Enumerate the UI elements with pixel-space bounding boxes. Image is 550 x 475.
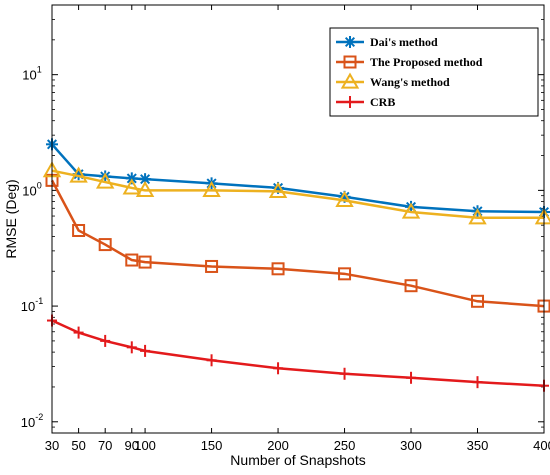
- asterisk-marker-stroke: [73, 169, 84, 180]
- square-marker: [72, 223, 86, 237]
- data-point: [338, 267, 352, 281]
- x-tick-label: 90: [125, 438, 139, 453]
- triangle-marker: [468, 208, 487, 225]
- data-point: [135, 180, 155, 197]
- data-point: [205, 259, 219, 273]
- y-tick-label: 10-2: [21, 412, 43, 430]
- y-tick-exponent: -2: [35, 412, 43, 422]
- series-line: [51, 169, 544, 219]
- square-marker: [125, 253, 139, 267]
- square-marker: [338, 267, 352, 281]
- data-point: [406, 371, 417, 384]
- data-point: [72, 223, 86, 237]
- x-axis-label: Number of Snapshots: [230, 452, 365, 468]
- legend-box: [329, 27, 539, 117]
- data-point: [100, 334, 111, 347]
- legend-entry: CRB: [336, 95, 395, 109]
- asterisk-marker-stroke: [344, 36, 356, 48]
- square-marker: [343, 55, 357, 69]
- data-point: [122, 178, 142, 195]
- data-point: [73, 326, 84, 339]
- x-tick-label: 100: [134, 438, 156, 453]
- x-tick-label: 30: [45, 438, 59, 453]
- axis-ticks: 3050709010015020025030035040010-210-1100…: [21, 4, 550, 453]
- triangle-marker: [69, 166, 88, 183]
- legend-entry: The Proposed method: [336, 55, 483, 69]
- data-point: [125, 172, 138, 185]
- data-point: [472, 376, 483, 389]
- y-tick-label: 101: [22, 65, 41, 83]
- data-point: [138, 255, 152, 269]
- series-triangle: [42, 161, 550, 225]
- y-tick-exponent: -1: [35, 296, 43, 306]
- data-point: [404, 279, 418, 293]
- data-point: [206, 354, 217, 367]
- triangle-marker: [95, 172, 115, 189]
- data-point: [271, 262, 285, 276]
- data-point: [335, 190, 354, 207]
- x-tick-label: 400: [533, 438, 550, 453]
- legend-entry: Dai's method: [336, 35, 438, 49]
- legend-label: Dai's method: [370, 35, 438, 49]
- data-point: [339, 367, 350, 380]
- square-marker: [471, 294, 485, 308]
- triangle-marker: [202, 180, 221, 197]
- data-point: [471, 294, 485, 308]
- data-point: [95, 172, 115, 189]
- square-marker: [271, 262, 285, 276]
- square-marker: [205, 259, 219, 273]
- square-marker: [404, 279, 418, 293]
- data-point: [202, 180, 221, 197]
- y-tick-base: 10: [22, 68, 36, 83]
- triangle-marker: [268, 181, 288, 199]
- y-tick-exponent: 1: [37, 65, 42, 75]
- data-point: [468, 208, 487, 225]
- legend-label: Wang's method: [370, 75, 450, 89]
- legend-entry: Wang's method: [336, 72, 450, 89]
- x-tick-label: 50: [71, 438, 85, 453]
- y-tick-base: 10: [22, 183, 36, 198]
- x-tick-label: 350: [467, 438, 489, 453]
- triangle-marker: [401, 202, 421, 219]
- x-tick-label: 250: [334, 438, 356, 453]
- data-point: [125, 253, 139, 267]
- data-point: [69, 166, 88, 183]
- triangle-marker: [122, 178, 142, 195]
- data-point: [98, 238, 112, 252]
- y-tick-base: 10: [21, 415, 35, 430]
- asterisk-marker-stroke: [140, 174, 151, 185]
- legend: Dai's method The Proposed method Wang's me…: [329, 27, 539, 117]
- triangle-marker: [340, 72, 360, 89]
- data-point: [273, 362, 284, 375]
- legend-label: CRB: [370, 95, 395, 109]
- y-tick-exponent: 0: [37, 180, 42, 190]
- x-tick-label: 70: [98, 438, 112, 453]
- data-point: [268, 181, 288, 199]
- y-tick-label: 100: [22, 180, 41, 198]
- triangle-marker: [335, 190, 354, 207]
- data-point: [139, 173, 152, 186]
- y-axis-label: RMSE (Deg): [3, 179, 19, 258]
- square-marker: [138, 255, 152, 269]
- data-point: [126, 341, 137, 354]
- data-point: [401, 202, 421, 219]
- x-tick-label: 200: [267, 438, 289, 453]
- legend-label: The Proposed method: [370, 55, 483, 69]
- y-tick-label: 10-1: [21, 296, 43, 314]
- plot-frame: [51, 4, 545, 434]
- y-tick-base: 10: [21, 299, 35, 314]
- series-plus: [47, 314, 549, 392]
- x-tick-label: 150: [201, 438, 223, 453]
- triangle-marker: [135, 180, 155, 197]
- square-marker: [98, 238, 112, 252]
- series-line: [50, 179, 545, 308]
- asterisk-marker-stroke: [126, 173, 137, 184]
- x-tick-label: 300: [400, 438, 422, 453]
- data-point: [140, 344, 151, 357]
